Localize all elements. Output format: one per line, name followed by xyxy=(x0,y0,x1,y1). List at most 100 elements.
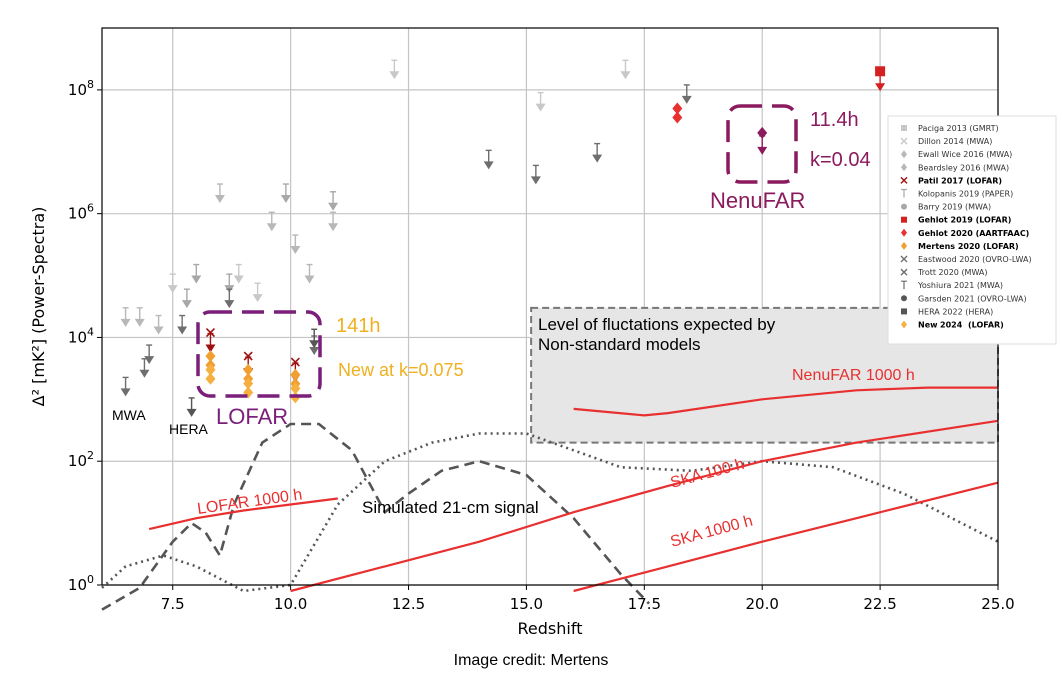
data-point xyxy=(243,377,254,390)
curve-ska-1000-h xyxy=(573,481,999,593)
upper-limit-arrow xyxy=(389,59,400,80)
upper-limit-arrow xyxy=(328,191,339,211)
legend-label: Mertens 2020 (LOFAR) xyxy=(918,242,1019,251)
nenufar-k-label: k=0.04 xyxy=(810,149,871,171)
legend-label: (LOFAR) xyxy=(968,321,1004,330)
y-tick-label: 106 xyxy=(68,202,94,223)
legend-marker xyxy=(901,320,907,329)
nenufar-hours-label: 11.4h xyxy=(810,109,859,131)
legend-entry: New 2024 (LOFAR) xyxy=(901,317,1004,331)
upper-limit-arrow xyxy=(875,71,886,92)
upper-limit-arrow xyxy=(153,314,164,335)
legend-entry: Gehlot 2020 (AARTFAAC) xyxy=(901,228,1029,238)
legend-label: HERA 2022 (HERA) xyxy=(918,307,993,316)
upper-limit-arrow xyxy=(535,91,546,112)
nenufar-1000h-label: NenuFAR 1000 h xyxy=(792,367,915,384)
legend-marker xyxy=(901,150,907,159)
upper-limit-arrow xyxy=(224,288,235,309)
x-tick-label: 12.5 xyxy=(392,595,425,613)
curve-simulated-21-cm-signal xyxy=(101,422,650,611)
legend-marker xyxy=(900,268,908,276)
data-point xyxy=(205,363,216,376)
legend-entry: Dillon 2014 (MWA) xyxy=(900,137,992,146)
legend-entry: Kolopanis 2019 (PAPER) xyxy=(901,188,1013,199)
data-point xyxy=(290,382,301,395)
legend-label: Gehlot 2020 (AARTFAAC) xyxy=(918,229,1029,238)
y-tick-label: 108 xyxy=(68,78,94,99)
legend-label: Garsden 2021 (OVRO-LWA) xyxy=(918,294,1027,303)
data-point xyxy=(672,111,683,124)
legend-marker xyxy=(901,163,907,172)
upper-limit-arrow xyxy=(483,149,494,170)
legend-box xyxy=(887,115,1057,345)
legend-marker xyxy=(900,176,908,184)
legend-label: Ewall Wice 2016 (MWA) xyxy=(918,150,1012,159)
legend-entry: Barry 2019 (MWA) xyxy=(901,203,991,212)
x-tick-label: 25.0 xyxy=(981,595,1014,613)
legend-marker xyxy=(901,241,907,250)
legend-label: Trott 2020 (MWA) xyxy=(917,268,988,277)
legend-entry: Paciga 2013 (GMRT) xyxy=(901,124,999,133)
lofar-hours-label: 141h xyxy=(336,315,381,337)
nenufar-highlight-box xyxy=(726,104,798,184)
legend-marker xyxy=(900,255,908,263)
lofar-k-label: New at k=0.075 xyxy=(338,360,464,380)
upper-limit-arrow xyxy=(290,234,301,255)
data-point xyxy=(205,372,216,385)
mwa-label: MWA xyxy=(112,407,146,423)
x-axis-label: Redshift xyxy=(518,619,583,638)
legend-marker xyxy=(901,228,907,237)
legend-entry: Mertens 2020 (LOFAR) xyxy=(901,241,1019,251)
legend-marker xyxy=(901,295,907,302)
legend-entry: Trott 2020 (MWA) xyxy=(900,268,988,277)
legend-label: Beardsley 2016 (MWA) xyxy=(918,163,1009,172)
legend-label: New xyxy=(918,321,938,330)
legend: Paciga 2013 (GMRT) Dillon 2014 (MWA) Ewall… xyxy=(887,115,1057,345)
data-point xyxy=(205,350,216,363)
data-point xyxy=(205,327,216,338)
upper-limit-arrow xyxy=(592,142,603,163)
upper-limit-arrow xyxy=(233,263,244,284)
legend-entry: Garsden 2021 (OVRO-LWA) xyxy=(901,294,1027,303)
lofar-1000h-label: LOFAR 1000 h xyxy=(196,486,303,518)
legend-label: Gehlot 2019 (LOFAR) xyxy=(918,216,1011,225)
hera-label: HERA xyxy=(169,421,209,437)
upper-limit-arrow xyxy=(205,332,216,353)
curve-nenufar-1000-h xyxy=(573,386,998,417)
legend-marker xyxy=(901,216,907,223)
model-curves xyxy=(101,386,999,611)
ska-1000h-label: SKA 1000 h xyxy=(669,513,755,551)
legend-label: Patil 2017 (LOFAR) xyxy=(918,176,1002,185)
x-tick-label: 20.0 xyxy=(746,595,779,613)
data-point xyxy=(243,363,254,376)
annotations: LOFAR 141h New at k=0.075 NenuFAR 11.4h k=0.0… xyxy=(112,104,915,551)
data-point xyxy=(875,66,886,77)
legend-overlay-label: 2024 xyxy=(940,321,963,330)
nenufar-limit-arrow xyxy=(757,135,768,155)
upper-limit-arrow xyxy=(177,314,188,335)
simulated-signal-label: Simulated 21-cm signal xyxy=(362,498,539,517)
legend-marker xyxy=(901,188,907,198)
legend-entry: HERA 2022 (HERA) xyxy=(901,307,993,316)
upper-limit-arrow xyxy=(167,273,178,294)
data-points xyxy=(120,59,886,417)
lofar-highlight-box xyxy=(196,310,322,398)
upper-limit-arrow xyxy=(120,307,131,327)
legend-marker xyxy=(901,125,907,131)
data-point xyxy=(290,357,300,367)
x-tick-label: 22.5 xyxy=(863,595,896,613)
legend-entry: Ewall Wice 2016 (MWA) xyxy=(901,150,1012,159)
data-point xyxy=(672,102,683,115)
upper-limit-arrow xyxy=(280,183,291,204)
image-credit: Image credit: Mertens xyxy=(453,652,609,669)
y-tick-label: 100 xyxy=(68,573,94,594)
legend-entry: Patil 2017 (LOFAR) xyxy=(900,176,1002,185)
upper-limit-arrow xyxy=(120,376,131,397)
legend-marker xyxy=(900,137,908,145)
upper-limit-arrow xyxy=(620,59,631,80)
nenufar-box-label: NenuFAR xyxy=(710,188,805,213)
x-tick-label: 10.0 xyxy=(274,595,307,613)
x-tick-label: 17.5 xyxy=(628,595,661,613)
upper-limit-arrow xyxy=(304,263,315,284)
